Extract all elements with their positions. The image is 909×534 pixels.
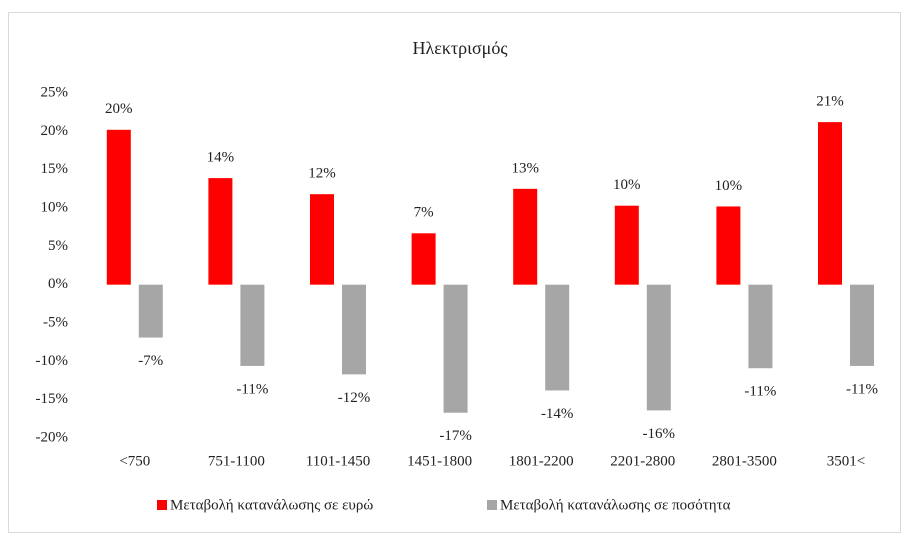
bar <box>208 178 233 285</box>
data-label: 10% <box>613 177 641 193</box>
y-tick-label: 10% <box>41 199 69 215</box>
y-tick-label: 20% <box>41 123 69 139</box>
x-tick-label: 2801-3500 <box>712 453 777 469</box>
data-label: -14% <box>541 406 574 422</box>
chart-border <box>8 12 901 533</box>
x-tick-label: 1101-1450 <box>306 453 370 469</box>
y-tick-label: -10% <box>36 353 69 369</box>
y-tick-label: -20% <box>36 429 69 445</box>
y-tick-label: -15% <box>36 391 69 407</box>
data-label: -17% <box>439 428 472 444</box>
bar <box>342 284 366 375</box>
data-label: -7% <box>138 353 163 369</box>
legend-label: Μεταβολή κατανάλωσης σε ευρώ <box>170 497 373 513</box>
legend-swatch <box>487 500 497 510</box>
bar <box>106 129 131 285</box>
bar <box>545 284 570 391</box>
data-label: 21% <box>816 94 844 110</box>
data-label: 13% <box>511 160 539 176</box>
legend-label: Μεταβολή κατανάλωσης σε ποσότητα <box>500 497 731 513</box>
y-tick-label: -5% <box>43 314 68 330</box>
y-tick-label: 0% <box>48 276 68 292</box>
data-label: 14% <box>207 150 235 166</box>
bar <box>646 284 671 411</box>
data-label: 20% <box>105 101 133 117</box>
x-tick-label: 3501< <box>827 453 865 469</box>
bar <box>614 205 639 285</box>
bar <box>443 284 468 413</box>
x-tick-label: 1801-2200 <box>509 453 574 469</box>
data-label: -16% <box>643 426 676 442</box>
data-label: -11% <box>236 381 268 397</box>
data-label: -11% <box>744 384 776 400</box>
bar <box>850 284 874 366</box>
bar <box>240 284 265 366</box>
legend-swatch <box>157 500 167 510</box>
data-label: 10% <box>715 178 743 194</box>
y-tick-label: 5% <box>48 238 68 254</box>
x-tick-label: 751-1100 <box>208 453 265 469</box>
data-label: 12% <box>308 166 336 182</box>
chart-title: Ηλεκτρισμός <box>413 38 508 58</box>
bar <box>411 233 436 285</box>
bar <box>513 188 538 285</box>
bar <box>310 194 334 285</box>
bar <box>716 206 741 285</box>
data-label: -11% <box>846 381 878 397</box>
y-tick-label: 25% <box>41 84 69 100</box>
data-label: 7% <box>414 205 434 221</box>
x-tick-label: 1451-1800 <box>407 453 472 469</box>
bar <box>818 122 842 285</box>
y-tick-label: 15% <box>41 161 69 177</box>
x-tick-label: <750 <box>119 453 150 469</box>
bar <box>138 284 163 338</box>
bar <box>748 284 773 369</box>
data-label: -12% <box>338 390 371 406</box>
x-tick-label: 2201-2800 <box>610 453 675 469</box>
